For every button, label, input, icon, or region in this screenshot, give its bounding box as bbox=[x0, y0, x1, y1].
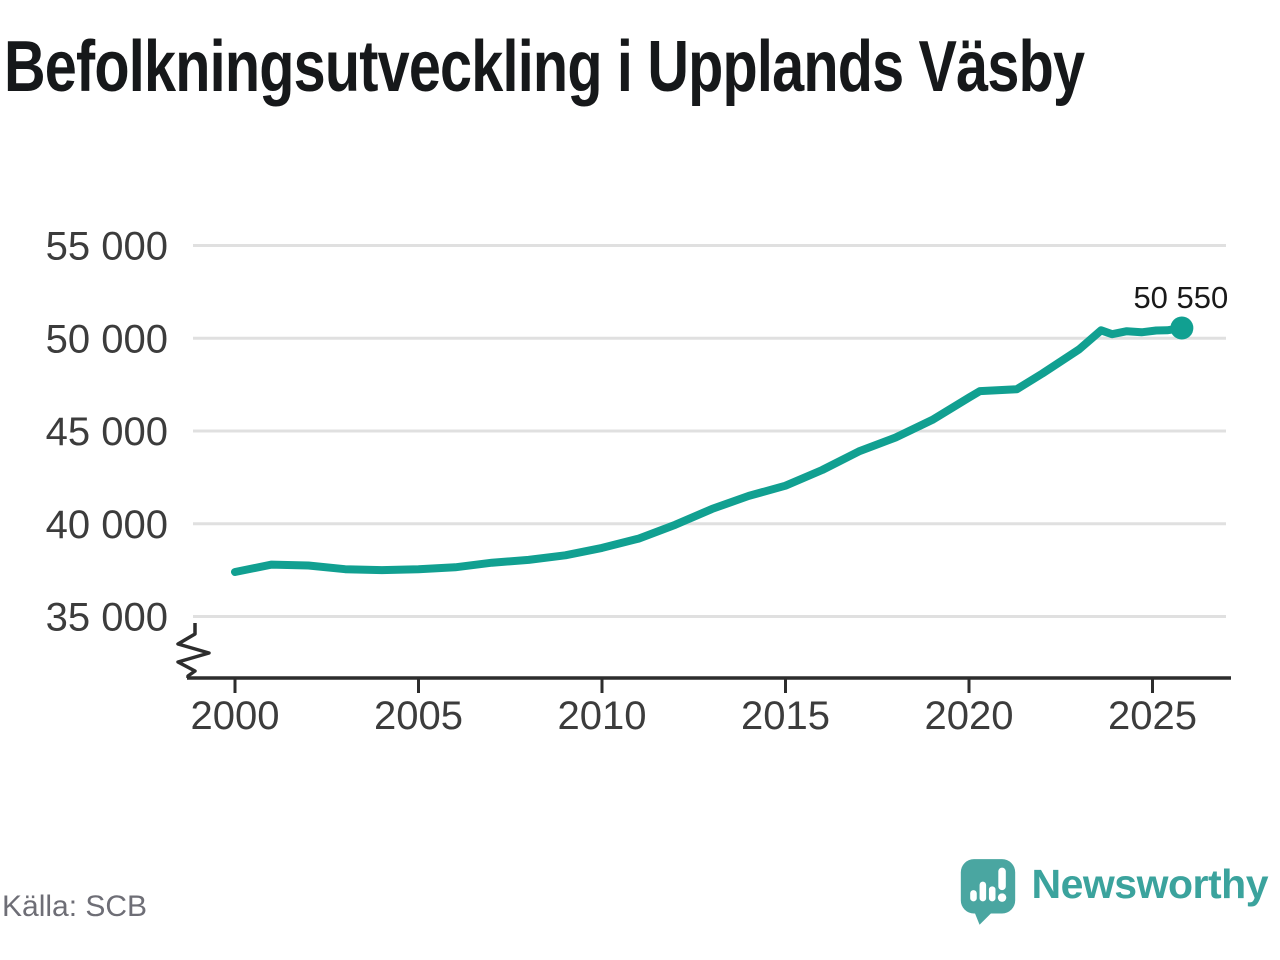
y-axis-tick-label: 40 000 bbox=[46, 503, 168, 547]
x-axis-tick-label: 2015 bbox=[741, 694, 830, 738]
x-axis-tick-label: 2000 bbox=[191, 694, 280, 738]
logo-bar-short bbox=[969, 890, 977, 902]
x-axis-tick-label: 2025 bbox=[1108, 694, 1197, 738]
x-axis-tick-label: 2005 bbox=[374, 694, 463, 738]
y-axis-tick-label: 35 000 bbox=[46, 596, 168, 640]
source-label: Källa: SCB bbox=[2, 890, 148, 923]
latest-value-label: 50 550 bbox=[1133, 280, 1228, 315]
newsworthy-logo-icon bbox=[960, 859, 1015, 925]
brand-name: Newsworthy bbox=[1031, 861, 1269, 907]
logo-exclamation-bar bbox=[997, 867, 1006, 891]
chart-title: Befolkningsutveckling i Upplands Väsby bbox=[4, 27, 1085, 107]
y-axis-break-icon bbox=[176, 623, 211, 678]
gridlines-layer bbox=[193, 244, 1226, 618]
logo-bar-medium bbox=[988, 886, 995, 902]
series-layer bbox=[231, 316, 1194, 576]
x-axis-tick-label: 2020 bbox=[925, 694, 1014, 738]
axis-layer bbox=[176, 623, 1231, 693]
brand-logo: Newsworthy bbox=[958, 856, 1269, 927]
latest-point-marker bbox=[1170, 316, 1194, 340]
logo-bar-tall bbox=[979, 881, 986, 902]
logo-exclamation-dot bbox=[997, 893, 1006, 902]
population-line bbox=[231, 324, 1186, 576]
y-axis-tick-label: 55 000 bbox=[46, 225, 168, 269]
y-axis-tick-label: 45 000 bbox=[46, 410, 168, 454]
labels-layer: 55 000 50 000 45 000 40 000 35 000 2000 2005 20… bbox=[46, 225, 1229, 739]
x-axis-tick-label: 2010 bbox=[558, 694, 647, 738]
y-axis-tick-label: 50 000 bbox=[46, 317, 168, 361]
